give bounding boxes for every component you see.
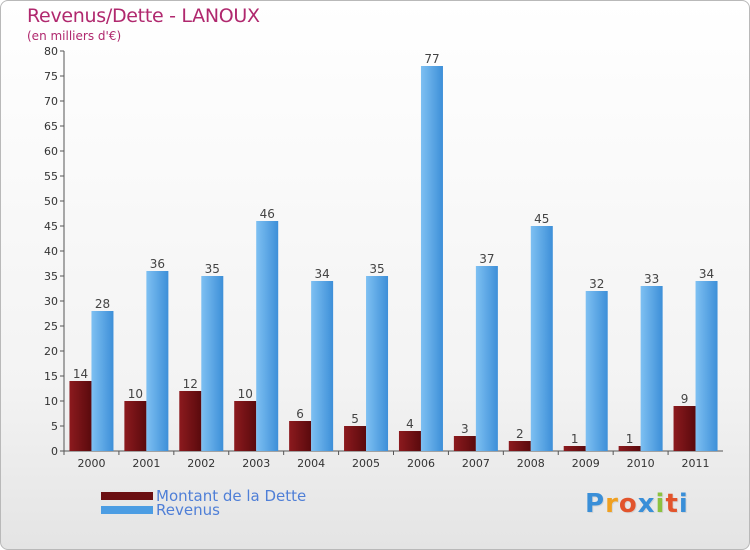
x-tick-label: 2011	[682, 457, 710, 470]
legend-label-dette: Montant de la Dette	[156, 487, 307, 505]
y-tick-label: 40	[44, 245, 58, 258]
logo-letter: i	[655, 489, 666, 519]
data-label-dette: 1	[571, 432, 579, 446]
y-tick-label: 25	[44, 320, 58, 333]
bar-dette	[69, 381, 92, 451]
data-label-revenus: 37	[479, 252, 494, 266]
x-tick-label: 2001	[132, 457, 160, 470]
x-tick-label: 2004	[297, 457, 325, 470]
data-label-revenus: 77	[424, 52, 439, 66]
bar-dette	[398, 431, 421, 451]
logo-letter: i	[678, 489, 689, 519]
bar-dette	[179, 391, 202, 451]
bar-revenus	[585, 291, 608, 451]
bar-dette	[673, 406, 696, 451]
data-label-revenus: 46	[260, 207, 275, 221]
y-tick-label: 10	[44, 395, 58, 408]
y-tick-label: 80	[44, 45, 58, 58]
data-label-revenus: 35	[205, 262, 220, 276]
bar-revenus	[201, 276, 224, 451]
data-label-dette: 1	[626, 432, 634, 446]
data-label-dette: 12	[183, 377, 198, 391]
proxiti-logo: Proxiti	[585, 489, 689, 519]
bar-revenus	[146, 271, 169, 451]
x-tick-label: 2007	[462, 457, 490, 470]
x-tick-label: 2003	[242, 457, 270, 470]
bar-revenus	[475, 266, 498, 451]
chart-bars	[69, 66, 718, 451]
bar-revenus	[256, 221, 279, 451]
logo-letter: o	[618, 489, 638, 519]
data-label-revenus: 36	[150, 257, 165, 271]
chart-subtitle: (en milliers d'€)	[27, 29, 122, 43]
y-tick-label: 20	[44, 345, 58, 358]
y-tick-label: 60	[44, 145, 58, 158]
bar-revenus	[420, 66, 443, 451]
data-label-dette: 6	[296, 407, 304, 421]
bar-dette	[563, 446, 586, 451]
y-tick-label: 75	[44, 70, 58, 83]
x-tick-label: 2008	[517, 457, 545, 470]
data-label-dette: 14	[73, 367, 88, 381]
data-label-revenus: 35	[369, 262, 384, 276]
data-label-revenus: 34	[699, 267, 714, 281]
legend-swatch-revenus	[101, 506, 153, 514]
x-tick-label: 2009	[572, 457, 600, 470]
data-label-revenus: 33	[644, 272, 659, 286]
legend-swatch-dette	[101, 492, 153, 500]
y-tick-label: 45	[44, 220, 58, 233]
bar-dette	[344, 426, 367, 451]
logo-letter: t	[665, 489, 679, 519]
data-label-dette: 9	[681, 392, 689, 406]
y-tick-label: 70	[44, 95, 58, 108]
y-tick-label: 0	[51, 445, 58, 458]
data-label-revenus: 32	[589, 277, 604, 291]
x-tick-label: 2002	[187, 457, 215, 470]
data-label-dette: 10	[128, 387, 143, 401]
y-tick-label: 15	[44, 370, 58, 383]
y-tick-label: 30	[44, 295, 58, 308]
y-tick-label: 50	[44, 195, 58, 208]
chart-title: Revenus/Dette - LANOUX	[27, 5, 260, 27]
data-label-dette: 10	[238, 387, 253, 401]
data-label-dette: 3	[461, 422, 469, 436]
y-tick-label: 65	[44, 120, 58, 133]
x-tick-label: 2005	[352, 457, 380, 470]
y-tick-label: 55	[44, 170, 58, 183]
x-tick-label: 2000	[77, 457, 105, 470]
legend-label-revenus: Revenus	[156, 501, 220, 519]
y-tick-label: 35	[44, 270, 58, 283]
bar-revenus	[695, 281, 718, 451]
bar-dette	[124, 401, 147, 451]
data-label-revenus: 34	[314, 267, 329, 281]
bar-dette	[289, 421, 312, 451]
bar-dette	[618, 446, 641, 451]
chart-labels: 14 28 10 36 12 35 10 46 6 34 5 35 4 77 3 37 2 45 1 32 1 33 9 34	[73, 52, 714, 446]
bar-revenus	[640, 286, 663, 451]
bar-revenus	[530, 226, 553, 451]
bar-revenus	[366, 276, 389, 451]
x-tick-label: 2006	[407, 457, 435, 470]
x-tick-label: 2010	[627, 457, 655, 470]
bar-revenus	[311, 281, 334, 451]
bar-revenus	[91, 311, 114, 451]
logo-letter: r	[605, 489, 619, 519]
data-label-dette: 2	[516, 427, 524, 441]
bar-dette	[453, 436, 476, 451]
bar-dette	[508, 441, 531, 451]
bar-dette	[234, 401, 257, 451]
data-label-revenus: 28	[95, 297, 110, 311]
data-label-dette: 5	[351, 412, 359, 426]
data-label-revenus: 45	[534, 212, 549, 226]
data-label-dette: 4	[406, 417, 414, 431]
logo-letter: P	[585, 489, 606, 519]
y-tick-label: 5	[51, 420, 58, 433]
logo-letter: x	[637, 489, 656, 519]
